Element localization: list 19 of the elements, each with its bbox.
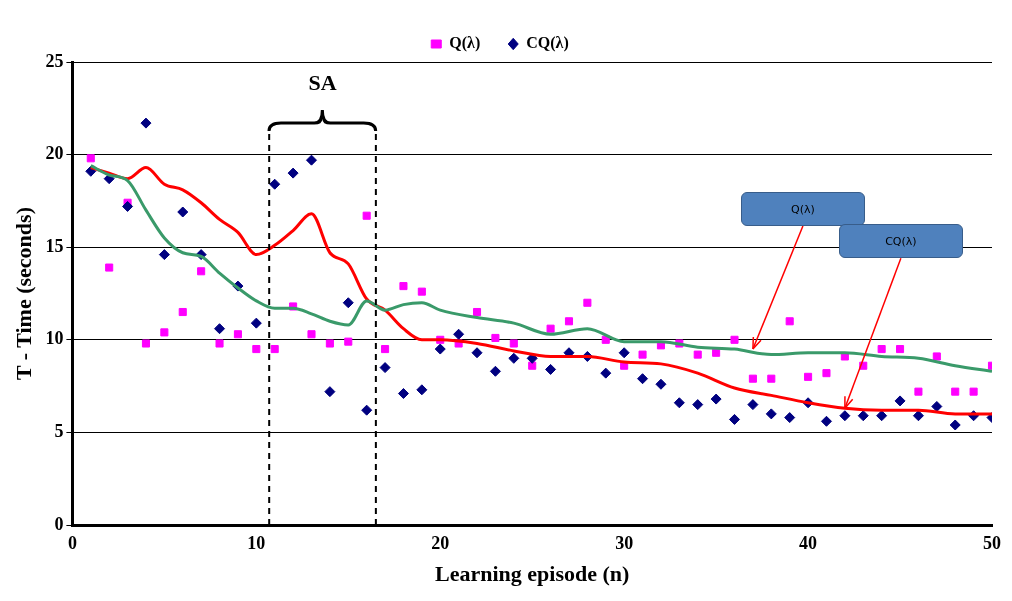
callout-box: CQ(λ) [838,224,963,259]
annotation: SA [308,70,337,96]
x-tick-label: 30 [615,533,634,554]
x-tick-label: 20 [431,533,450,554]
legend-label: Q(λ) [449,34,481,53]
y-axis-title: T - Time (seconds) [10,207,36,380]
y-tick-label: 5 [54,421,64,442]
x-tick-label: 10 [247,533,266,554]
callout-box: Q(λ) [740,192,865,227]
y-tick-label: 0 [54,513,64,534]
y-tick-label: 10 [45,328,64,349]
y-tick-label: 25 [45,50,64,71]
x-tick-label: 50 [983,533,1001,554]
x-tick-label: 40 [799,533,818,554]
y-tick-label: 15 [45,235,64,256]
legend-label: CQ(λ) [526,34,569,53]
x-tick-label: 0 [67,533,77,554]
x-axis-title: Learning episode (n) [435,561,630,587]
y-tick-label: 20 [45,143,64,164]
